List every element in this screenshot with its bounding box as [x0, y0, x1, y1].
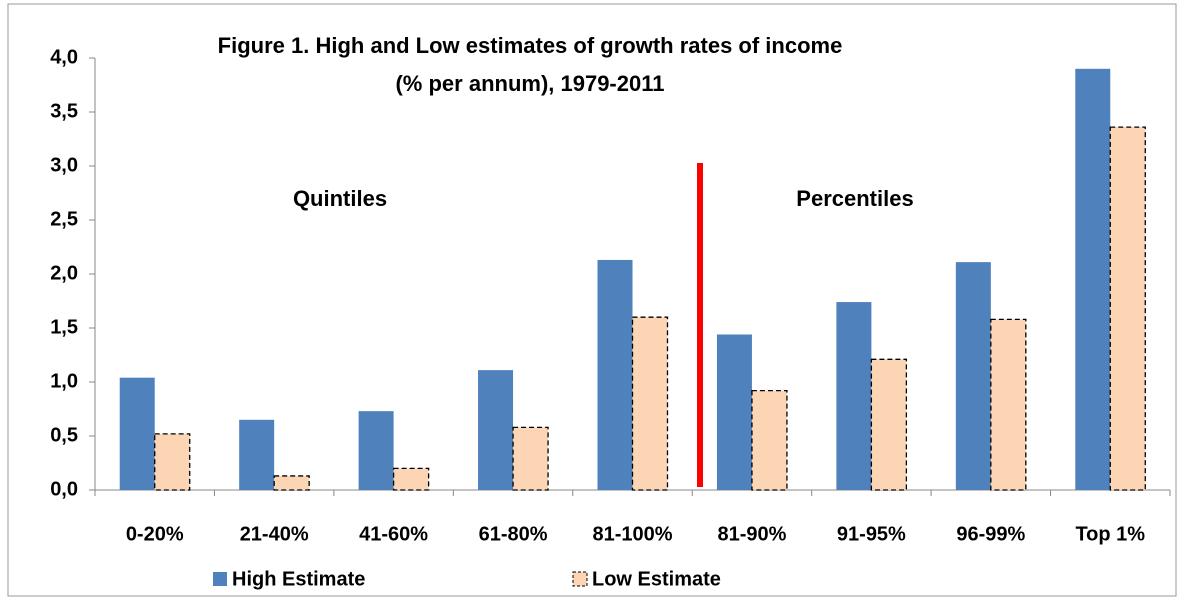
bar — [512, 426, 549, 491]
chart-title: (% per annum), 1979-2011 — [395, 71, 664, 96]
x-tick-label: 21-40% — [240, 523, 309, 545]
bar — [597, 259, 633, 490]
x-tick-label: 41-60% — [359, 523, 428, 545]
annotation: Percentiles — [796, 186, 913, 211]
x-tick-label: 61-80% — [479, 523, 548, 545]
x-tick-label: 0-20% — [126, 523, 184, 545]
bar — [154, 433, 191, 491]
bar — [631, 316, 669, 491]
x-tick-label: 81-90% — [717, 523, 786, 545]
bar — [1075, 68, 1111, 491]
bar — [955, 262, 991, 490]
bar — [751, 389, 788, 491]
bar — [1109, 126, 1146, 491]
y-tick-label: 2,0 — [50, 262, 78, 284]
x-tick-label: 96-99% — [956, 523, 1025, 545]
x-tick-label: Top 1% — [1075, 523, 1145, 545]
legend-label: High Estimate — [232, 568, 365, 590]
legend-swatch — [213, 572, 227, 586]
bar — [716, 334, 752, 490]
legend-label: Low Estimate — [592, 568, 721, 590]
bar — [478, 370, 514, 490]
bar — [273, 475, 310, 491]
y-tick-label: 2,5 — [50, 208, 78, 230]
bar — [990, 318, 1027, 491]
y-tick-label: 1,0 — [50, 370, 78, 392]
annotation: Quintiles — [293, 186, 387, 211]
bar — [358, 411, 394, 490]
x-tick-label: 81-100% — [592, 523, 672, 545]
y-tick-label: 3,5 — [50, 100, 78, 122]
bar — [392, 467, 430, 491]
bar — [119, 377, 155, 490]
y-tick-label: 4,0 — [50, 46, 78, 68]
y-tick-label: 3,0 — [50, 154, 78, 176]
legend-swatch — [572, 571, 588, 587]
bar — [239, 419, 275, 490]
y-tick-label: 0,0 — [50, 478, 78, 500]
y-tick-label: 1,5 — [50, 316, 78, 338]
chart-title: Figure 1. High and Low estimates of grow… — [218, 33, 843, 58]
bar — [836, 302, 872, 490]
y-tick-label: 0,5 — [50, 424, 78, 446]
x-tick-label: 91-95% — [837, 523, 906, 545]
bar — [870, 358, 908, 491]
